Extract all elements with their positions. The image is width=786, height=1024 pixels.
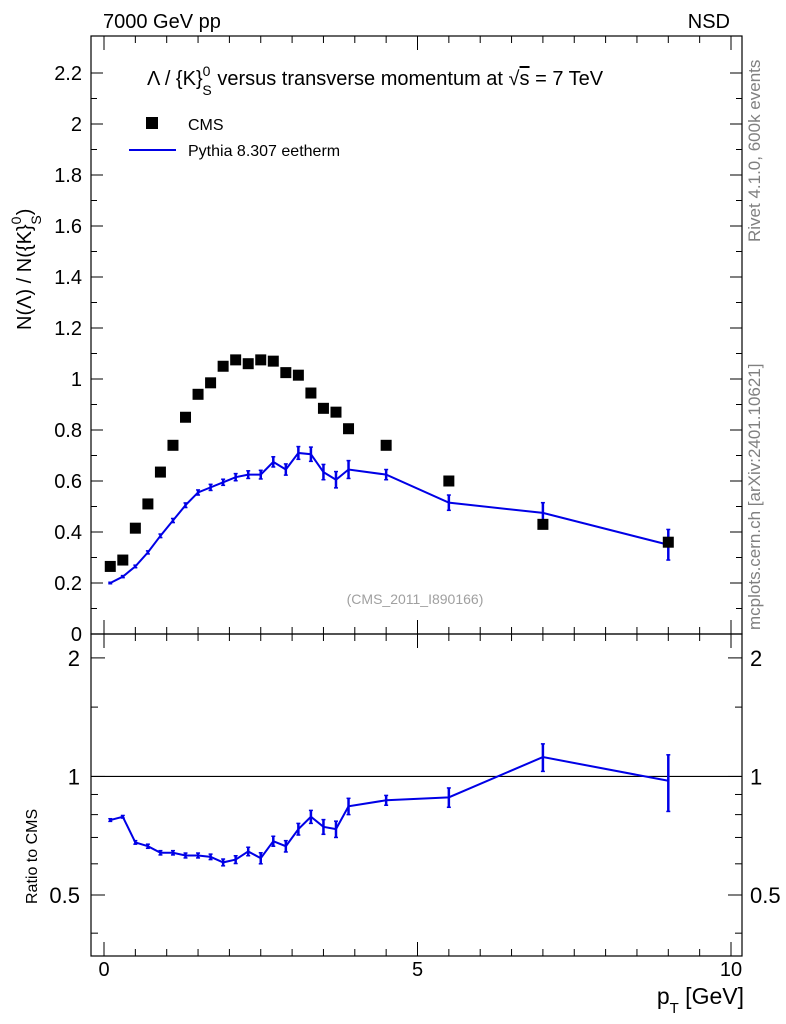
data-point [242,358,254,370]
legend-mc-label: Pythia 8.307 eetherm [188,143,340,160]
data-point [317,402,329,414]
xlabel: pT [GeV] [657,983,744,1017]
main-ytick-label: 1.4 [54,267,82,289]
main-title: Λ / {K}0 S versus transverse momentum at … [147,63,604,98]
main-ytick-label: 1.6 [54,216,82,238]
data-point [117,554,129,566]
data-point [305,387,317,399]
legend-data-label: CMS [188,117,224,134]
main-y-axis: 0 0.2 0.4 0.6 0.8 1 1.2 1.4 1.6 1.8 2 2.2 [54,63,742,646]
data-point [292,369,304,381]
data-point [343,423,355,435]
data-point [192,388,204,400]
main-ytick-label: 2 [71,114,82,136]
data-point [180,411,192,423]
main-ytick-label: 0.4 [54,522,82,544]
side-label-bottom: mcplots.cern.ch [arXiv:2401.10621] [745,364,764,630]
x-axis: 0 5 10 [98,36,742,981]
ratio-ylabel: Ratio to CMS [24,809,41,904]
ratio-ytick-label-right: 0.5 [750,883,781,908]
main-ytick-label: 0.2 [54,573,82,595]
ratio-ytick-label-right: 2 [750,646,762,671]
data-point [267,355,279,367]
main-ytick-label: 0 [71,624,82,646]
main-ytick-label: 0.6 [54,471,82,493]
data-point [230,354,242,366]
data-point [167,439,179,451]
ratio-ytick-label-right: 1 [750,764,762,789]
main-ytick-label: 0.8 [54,420,82,442]
data-point [380,439,392,451]
main-ylabel: N(Λ) / N({K}0 S) [8,209,44,330]
data-point [330,406,342,418]
data-point [205,377,217,389]
main-ytick-label: 2.2 [54,63,82,85]
data-point [255,354,267,366]
analysis-watermark: (CMS_2011_I890166) [347,591,484,607]
data-point [142,498,154,510]
xtick-label: 0 [98,959,109,981]
ratio-ytick-label: 1 [68,764,80,789]
main-ytick-label: 1 [71,369,82,391]
data-point [443,475,455,487]
mc-main-line [109,451,669,584]
data-point [217,360,229,372]
legend-data-marker [146,117,158,129]
data-point [154,466,166,478]
data-point [280,367,292,379]
mc-ratio-line [110,756,669,864]
xtick-label: 10 [720,959,742,981]
data-point [104,560,116,572]
ratio-ytick-label: 2 [68,646,80,671]
mc-series-main [108,445,671,585]
data-series-main [104,354,674,572]
data-point [537,518,549,530]
main-ytick-label: 1.8 [54,165,82,187]
data-point [129,522,141,534]
ratio-panel-frame [90,633,743,957]
ratio-y-axis: 0.5 0.5 1 1 2 2 [49,646,781,934]
xtick-label: 5 [412,959,423,981]
mc-series-ratio [108,743,671,867]
main-ytick-label: 1.2 [54,318,82,340]
side-label-top: Rivet 4.1.0, 600k events [745,60,764,242]
data-point [662,536,674,548]
header-left: 7000 GeV pp [103,11,221,33]
header-right: NSD [688,11,730,33]
ratio-ytick-label: 0.5 [49,883,80,908]
